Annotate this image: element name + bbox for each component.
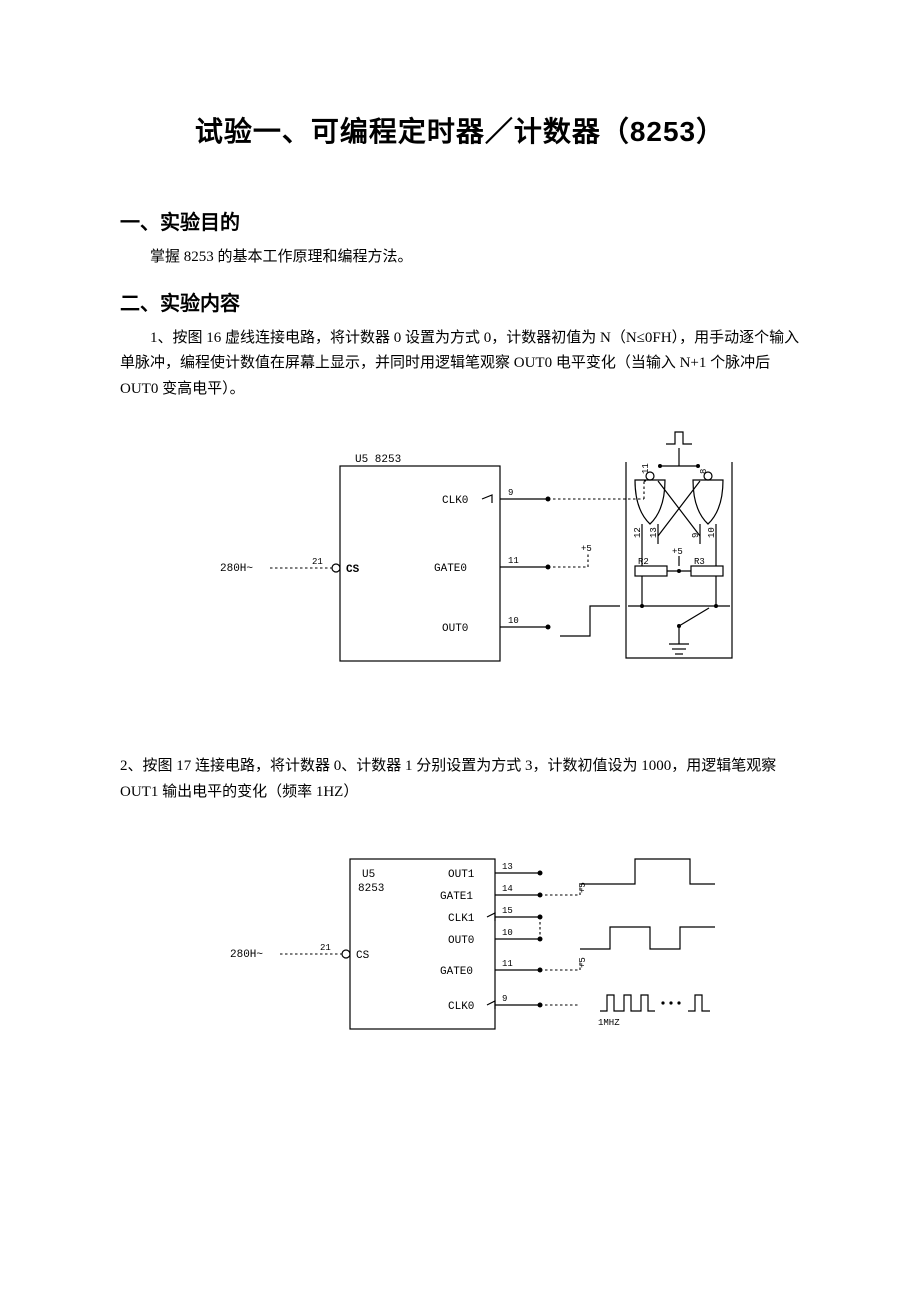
- gate0-label2: GATE0: [440, 966, 473, 978]
- section2-heading: 二、实验内容: [120, 287, 800, 316]
- freq-label: 1MHZ: [598, 1018, 620, 1028]
- cs-label2: CS: [356, 950, 370, 962]
- svg-text:13: 13: [649, 527, 659, 538]
- r3-label: R3: [694, 557, 705, 567]
- svg-text:8: 8: [699, 469, 709, 474]
- plus5-gate0: +5: [581, 544, 592, 554]
- clk0-label2: CLK0: [448, 1001, 474, 1013]
- plus5-mid: +5: [672, 547, 683, 557]
- clk0-label: CLK0: [442, 495, 468, 507]
- addr-label: 280H~: [220, 563, 253, 575]
- gate1-label: GATE1: [440, 891, 473, 903]
- out1-label: OUT1: [448, 869, 475, 881]
- cs-pin2: 21: [320, 943, 331, 953]
- figure-17-diagram: U5 8253 280H~ 21 CS OUT1 13 GATE1 14 +5 …: [180, 829, 740, 1059]
- svg-text:10: 10: [707, 527, 717, 538]
- svg-text:9: 9: [502, 994, 507, 1004]
- section1-heading: 一、实验目的: [120, 206, 800, 235]
- svg-text:14: 14: [502, 884, 513, 894]
- out0-pin: 10: [508, 616, 519, 626]
- cs-pin: 21: [312, 557, 323, 567]
- svg-text:10: 10: [502, 928, 513, 938]
- clk0-pin: 9: [508, 488, 513, 498]
- section2-para2: 2、按图 17 连接电路，将计数器 0、计数器 1 分别设置为方式 3，计数初值…: [120, 754, 800, 805]
- svg-text:15: 15: [502, 906, 513, 916]
- addr-label2: 280H~: [230, 949, 263, 961]
- out0-label: OUT0: [442, 623, 468, 635]
- svg-text:11: 11: [502, 959, 513, 969]
- svg-text:+5: +5: [578, 957, 588, 968]
- svg-text:12: 12: [633, 527, 643, 538]
- section1-para1: 掌握 8253 的基本工作原理和编程方法。: [120, 245, 800, 271]
- clk1-label: CLK1: [448, 913, 475, 925]
- chip-label: U5 8253: [355, 454, 401, 466]
- r2-label: R2: [638, 557, 649, 567]
- svg-text:+5: +5: [578, 882, 588, 893]
- gate0-label: GATE0: [434, 563, 467, 575]
- gate0-pin: 11: [508, 556, 519, 566]
- out0-label2: OUT0: [448, 935, 474, 947]
- svg-text:11: 11: [641, 463, 651, 474]
- figure-16-diagram: U5 8253 280H~ 21 CS CLK0 9 GATE0 11 +5 O…: [180, 426, 740, 706]
- chip-n: 8253: [358, 883, 384, 895]
- section2-para1: 1、按图 16 虚线连接电路，将计数器 0 设置为方式 0，计数器初值为 N（N…: [120, 326, 800, 403]
- svg-text:13: 13: [502, 862, 513, 872]
- page-title: 试验一、可编程定时器／计数器（8253）: [120, 110, 800, 150]
- chip-u: U5: [362, 869, 375, 881]
- cs-label: CS: [346, 564, 360, 576]
